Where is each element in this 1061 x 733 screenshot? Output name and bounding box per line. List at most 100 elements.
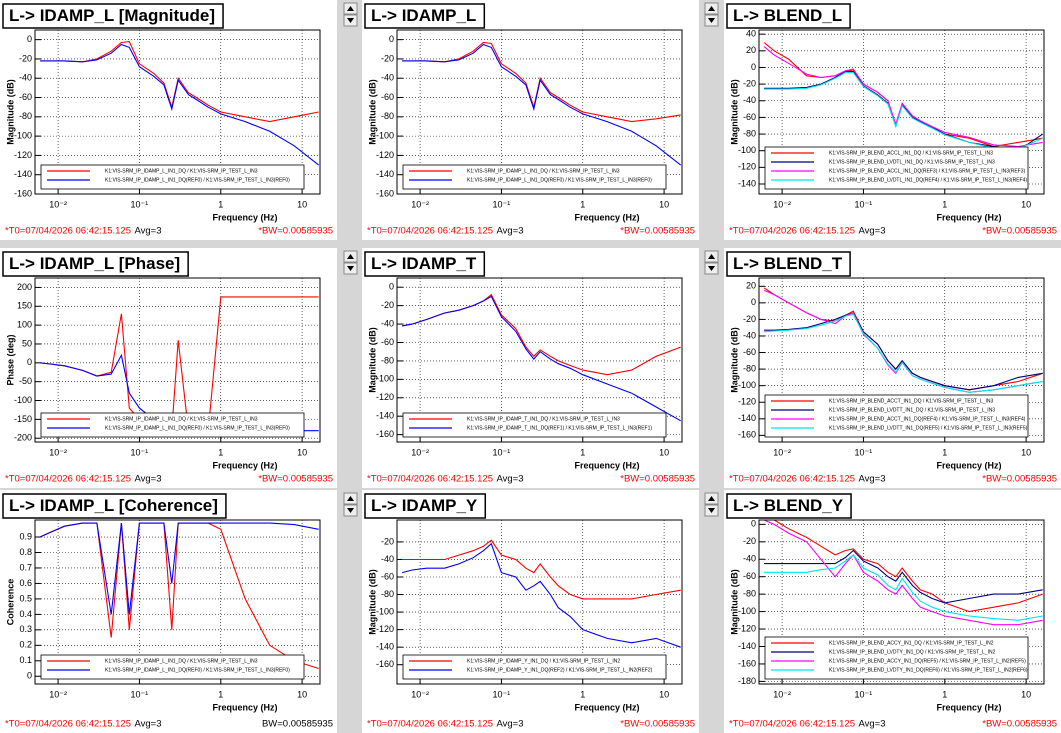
y-tick-label: -20 xyxy=(743,536,756,546)
legend-label: K1:VIS-SRM_IP_IDAMP_T_IN1_DQ / K1:VIS-SR… xyxy=(467,416,620,422)
y-tick-label: 0 xyxy=(27,671,32,681)
plot-frame xyxy=(396,29,683,195)
legend-label: K1:VIS-SRM_IP_IDAMP_L_IN1_DQ(REF0) / K1:… xyxy=(467,177,652,183)
y-tick-label: -80 xyxy=(743,128,756,138)
series-line xyxy=(764,71,1043,150)
footer-text: *BW=0.00585935 xyxy=(620,226,695,237)
y-tick-label: 150 xyxy=(17,301,32,311)
x-axis-label: Frequency (Hz) xyxy=(574,702,639,712)
down-button[interactable] xyxy=(343,14,358,27)
plot-frame xyxy=(34,519,321,685)
y-tick-label: -120 xyxy=(376,624,394,634)
legend-label: K1:VIS-SRM_IP_BLEND_LVDTT_IN1_DQ(REF5) /… xyxy=(829,425,1028,431)
y-tick-label: -120 xyxy=(738,162,756,172)
legend-box xyxy=(402,654,667,680)
y-tick-label: -40 xyxy=(743,554,756,564)
y-axis-label: Magnitude (dB) xyxy=(367,327,377,393)
x-tick-label: 10⁻¹ xyxy=(131,199,149,209)
y-tick-label: -20 xyxy=(381,536,394,546)
y-axis-label: Magnitude (dB) xyxy=(367,569,377,635)
x-tick-label: 10⁻¹ xyxy=(131,689,149,699)
series-line xyxy=(402,539,681,600)
footer-text: *T0=07/04/2026 06:42:15.125 xyxy=(367,226,493,237)
down-button[interactable] xyxy=(704,14,719,27)
y-tick-label: 0.3 xyxy=(19,624,32,634)
chart-panel: -160 -140 -120 -100 -80 -60 -40 -20 0 20 10⁻² 10⁻¹ 1… xyxy=(724,248,1061,488)
x-axis-label: Frequency (Hz) xyxy=(212,460,277,470)
chart-panel: 0 0.1 0.2 0.3 0.4 0.5 0.6 0.7 0.8 0.9 10⁻² 10⁻¹ 1 10 F… xyxy=(0,490,337,733)
chart-title: L-> IDAMP_L xyxy=(371,6,476,25)
y-tick-label: -140 xyxy=(738,178,756,188)
title-frame xyxy=(726,3,851,29)
x-axis-label: Frequency (Hz) xyxy=(936,460,1001,470)
footer-text: *BW=0.00585935 xyxy=(620,474,695,485)
series-line xyxy=(764,313,1043,393)
down-button[interactable] xyxy=(343,262,358,275)
legend: K1:VIS-SRM_IP_BLEND_ACCY_IN1_DQ / K1:VIS… xyxy=(764,636,1029,680)
y-tick-label: -60 xyxy=(381,337,394,347)
title-frame xyxy=(2,493,227,519)
legend-label: K1:VIS-SRM_IP_IDAMP_Y_IN1_DQ(REF2) / K1:… xyxy=(467,667,653,673)
legend: K1:VIS-SRM_IP_BLEND_ACCT_IN1_DQ / K1:VIS… xyxy=(764,394,1029,438)
y-tick-label: -20 xyxy=(381,53,394,63)
y-tick-label: -120 xyxy=(738,397,756,407)
y-tick-label: -60 xyxy=(381,92,394,102)
x-tick-label: 10 xyxy=(659,199,669,209)
up-button[interactable] xyxy=(343,492,358,505)
chart-title: L-> BLEND_Y xyxy=(733,496,844,515)
plot-frame xyxy=(758,277,1045,443)
up-button[interactable] xyxy=(704,250,719,263)
plot-frame xyxy=(396,277,683,443)
y-tick-label: -160 xyxy=(738,430,756,440)
y-tick-label: 0 xyxy=(389,34,394,44)
legend-box xyxy=(40,164,305,190)
y-tick-label: -80 xyxy=(19,111,32,121)
legend-label: K1:VIS-SRM_IP_BLEND_LVDTL_IN1_DQ(REF4) /… xyxy=(829,177,1027,183)
y-tick-label: 0.1 xyxy=(19,655,32,665)
legend-label: K1:VIS-SRM_IP_IDAMP_Y_IN1_DQ / K1:VIS-SR… xyxy=(467,658,620,664)
title-frame xyxy=(364,493,487,519)
up-button[interactable] xyxy=(704,2,719,15)
chart-panel: -160 -140 -120 -100 -80 -60 -40 -20 0 10⁻² 10⁻¹ 1 10… xyxy=(362,0,699,240)
legend-label: K1:VIS-SRM_IP_IDAMP_L_IN1_DQ(REF0) / K1:… xyxy=(105,425,290,431)
x-tick-label: 10⁻² xyxy=(49,199,67,209)
panel-background xyxy=(0,248,337,488)
up-button[interactable] xyxy=(343,2,358,15)
x-tick-label: 1 xyxy=(942,689,947,699)
scroll-buttons xyxy=(343,2,719,517)
x-tick-label: 1 xyxy=(218,689,223,699)
x-tick-label: 10⁻² xyxy=(49,447,67,457)
footer-text: Avg=3 xyxy=(134,719,161,730)
y-tick-label: -80 xyxy=(743,589,756,599)
footer-text: *BW=0.00585935 xyxy=(982,719,1057,730)
y-tick-label: 40 xyxy=(746,29,756,39)
y-axis-label: Phase (deg) xyxy=(5,334,15,385)
up-button[interactable] xyxy=(343,250,358,263)
y-tick-label: -120 xyxy=(376,392,394,402)
x-tick-label: 1 xyxy=(580,199,585,209)
legend-label: K1:VIS-SRM_IP_BLEND_LVDTL_IN1_DQ / K1:VI… xyxy=(829,159,995,165)
legend-box xyxy=(402,164,667,190)
y-axis-label: Magnitude (dB) xyxy=(729,327,739,393)
plot-frame xyxy=(34,29,321,195)
title-box: L-> IDAMP_T xyxy=(364,251,486,277)
y-tick-label: 0.7 xyxy=(19,562,32,572)
down-button[interactable] xyxy=(343,504,358,517)
legend-box xyxy=(764,146,1029,190)
y-tick-label: 0 xyxy=(751,62,756,72)
legend-label: K1:VIS-SRM_IP_BLEND_LVDTT_IN1_DQ / K1:VI… xyxy=(829,407,995,413)
x-tick-label: 10 xyxy=(297,447,307,457)
y-axis-label: Magnitude (dB) xyxy=(5,79,15,145)
footer-text: *BW=0.00585935 xyxy=(620,719,695,730)
y-tick-label: -160 xyxy=(14,188,32,198)
down-button[interactable] xyxy=(704,504,719,517)
plot-frame xyxy=(758,29,1045,195)
y-tick-label: 100 xyxy=(17,320,32,330)
legend: K1:VIS-SRM_IP_IDAMP_T_IN1_DQ / K1:VIS-SR… xyxy=(402,412,667,438)
chart-title: L-> IDAMP_Y xyxy=(371,496,478,515)
y-tick-label: -20 xyxy=(19,53,32,63)
down-button[interactable] xyxy=(704,262,719,275)
up-button[interactable] xyxy=(704,492,719,505)
y-tick-label: -40 xyxy=(743,95,756,105)
chart-title: L-> BLEND_L xyxy=(733,6,842,25)
